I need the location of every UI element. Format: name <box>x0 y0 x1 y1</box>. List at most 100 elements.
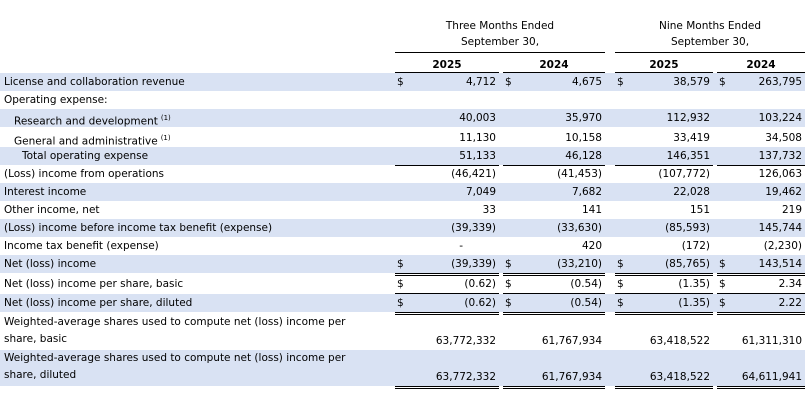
value-cell: 63,772,332 <box>395 368 499 389</box>
value-cell: 33,419 <box>615 129 713 148</box>
value-cell: 63,418,522 <box>615 368 713 389</box>
currency-symbol: $ <box>397 278 404 290</box>
nine-months-header-rule <box>615 52 805 53</box>
three-months-header: Three Months Ended September 30, <box>395 18 605 50</box>
table-row: License and collaboration revenue $4,712… <box>0 73 805 91</box>
value: 146,351 <box>666 150 710 162</box>
table-row: Operating expense: <box>0 91 805 109</box>
value-cell: 146,351 <box>615 147 713 166</box>
currency-symbol: $ <box>719 258 726 270</box>
value: 11,130 <box>459 132 496 144</box>
value-cell: 112,932 <box>615 109 713 127</box>
value: (41,453) <box>557 168 602 180</box>
row-label: Total operating expense <box>22 150 149 162</box>
value: 64,611,941 <box>741 371 802 383</box>
value-cell: $38,579 <box>615 73 713 91</box>
value-cell: $143,514 <box>717 255 805 276</box>
footnote-marker: (1) <box>160 114 171 122</box>
row-label: Research and development (1) <box>14 109 171 131</box>
value-cell: $ (85,765) <box>615 255 713 276</box>
value-cell: 61,767,934 <box>503 368 605 389</box>
value: 38,579 <box>673 76 710 88</box>
table-row: (Loss) income before income tax benefit … <box>0 219 805 237</box>
row-label: License and collaboration revenue <box>4 76 185 88</box>
value: (0.54) <box>570 278 602 290</box>
year-header-9m-2024: 2024 <box>717 58 805 74</box>
value: 2.34 <box>778 278 802 290</box>
value: (0.54) <box>570 297 602 309</box>
value: 143,514 <box>758 258 802 270</box>
value: 40,003 <box>459 112 496 124</box>
row-label: General and administrative (1) <box>14 129 171 151</box>
currency-symbol: $ <box>617 258 624 270</box>
value-cell: 420 <box>503 237 605 256</box>
row-label: Weighted-average shares used to compute … <box>4 316 346 345</box>
value-cell: $2.22 <box>717 294 805 315</box>
footnote-marker: (1) <box>160 134 171 142</box>
value-cell: 7,049 <box>395 183 499 201</box>
value-cell: $ (1.35) <box>615 294 713 315</box>
value: (1.35) <box>678 297 710 309</box>
value: 137,732 <box>758 150 802 162</box>
value-cell: 126,063 <box>717 165 805 183</box>
value-cell: (107,772) <box>615 165 713 183</box>
value: (2,230) <box>763 240 802 252</box>
value: (39,339) <box>451 258 496 270</box>
value-cell: (172) <box>615 237 713 256</box>
value: 7,049 <box>465 186 496 198</box>
currency-symbol: $ <box>719 297 726 309</box>
value-cell: $4,675 <box>503 73 605 91</box>
table-row: Income tax benefit (expense) - 420 (172)… <box>0 237 805 256</box>
currency-symbol: $ <box>617 278 624 290</box>
three-months-header-line1: Three Months Ended <box>445 20 555 32</box>
value: (85,593) <box>665 222 710 234</box>
value: 145,744 <box>758 222 802 234</box>
value-cell: 64,611,941 <box>717 368 805 389</box>
value-cell: $ (39,339) <box>395 255 499 276</box>
value: (46,421) <box>451 168 496 180</box>
currency-symbol: $ <box>617 297 624 309</box>
value: 420 <box>581 240 602 252</box>
value-cell: (33,630) <box>503 219 605 237</box>
row-label-text: Research and development <box>14 115 158 128</box>
table-row: Interest income 7,049 7,682 22,028 19,46… <box>0 183 805 201</box>
row-label: Interest income <box>4 186 87 198</box>
value: 19,462 <box>765 186 802 198</box>
value: 126,063 <box>758 168 802 180</box>
value-cell: $ (0.54) <box>503 294 605 315</box>
value: 2.22 <box>778 297 802 309</box>
value: 141 <box>581 204 602 216</box>
row-label-text: General and administrative <box>14 135 158 148</box>
value-cell: $ (1.35) <box>615 275 713 296</box>
value-cell: (85,593) <box>615 219 713 237</box>
value: 219 <box>781 204 802 216</box>
currency-symbol: $ <box>505 278 512 290</box>
value: 35,970 <box>565 112 602 124</box>
value: - <box>459 240 463 252</box>
row-label: Net (loss) income per share, diluted <box>4 297 193 309</box>
value: 7,682 <box>571 186 602 198</box>
value: 22,028 <box>673 186 710 198</box>
currency-symbol: $ <box>397 297 404 309</box>
value-cell: 103,224 <box>717 109 805 127</box>
value: (33,630) <box>557 222 602 234</box>
value: 61,311,310 <box>741 335 802 347</box>
value-cell: $ (33,210) <box>503 255 605 276</box>
table-row: Total operating expense 51,133 46,128 14… <box>0 147 805 166</box>
value-cell: - <box>395 237 499 256</box>
nine-months-header-line2: September 30, <box>670 36 750 48</box>
value-cell: $ (0.62) <box>395 294 499 315</box>
value: 33 <box>482 204 496 216</box>
table-row: Research and development (1) 40,003 35,97… <box>0 109 805 128</box>
value: 263,795 <box>758 76 802 88</box>
value-cell: 19,462 <box>717 183 805 201</box>
value-cell: 35,970 <box>503 109 605 127</box>
value: 4,712 <box>465 76 496 88</box>
value: 34,508 <box>765 132 802 144</box>
value: (85,765) <box>665 258 710 270</box>
value: 63,772,332 <box>435 371 496 383</box>
value: 51,133 <box>459 150 496 162</box>
currency-symbol: $ <box>397 76 404 88</box>
table-row: Other income, net 33 141 151 219 <box>0 201 805 220</box>
value-cell: 7,682 <box>503 183 605 201</box>
